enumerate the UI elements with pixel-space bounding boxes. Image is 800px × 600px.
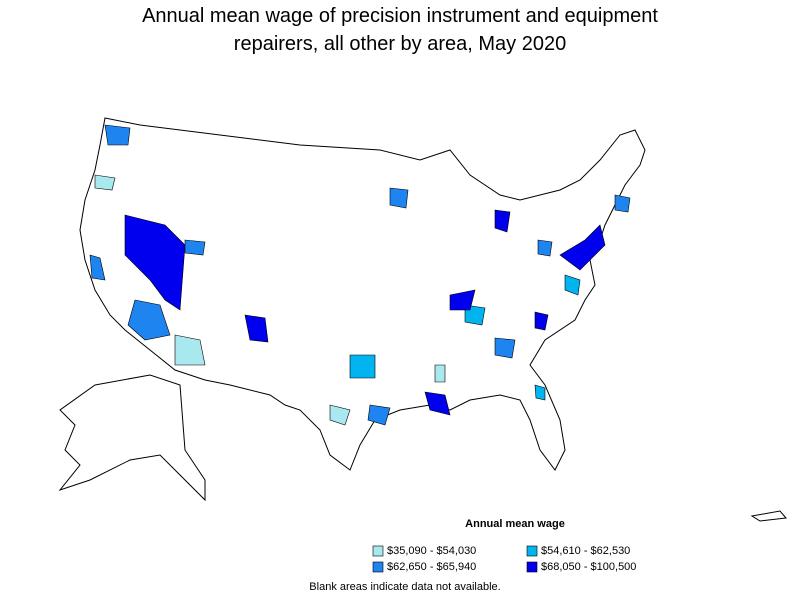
region <box>174 334 206 366</box>
legend-title: Annual mean wage <box>465 518 565 530</box>
region <box>127 299 171 341</box>
region <box>89 254 106 281</box>
region <box>494 209 511 233</box>
region <box>329 404 351 426</box>
region <box>349 354 376 379</box>
legend-label: $62,650 - $65,940 <box>387 561 476 573</box>
region <box>104 124 131 146</box>
region <box>537 239 553 257</box>
region <box>534 311 549 331</box>
region <box>614 194 631 213</box>
region <box>424 391 451 416</box>
legend-label: $35,090 - $54,030 <box>387 545 476 557</box>
region <box>434 364 446 383</box>
region <box>559 224 606 271</box>
region <box>244 314 269 343</box>
puerto-rico <box>750 510 787 522</box>
legend-label: $68,050 - $100,500 <box>541 561 636 573</box>
region <box>94 174 116 191</box>
continental-us <box>79 117 646 471</box>
region <box>449 289 476 311</box>
region <box>494 337 516 359</box>
region <box>534 384 546 401</box>
legend-swatch <box>372 545 384 557</box>
title-line: Annual mean wage of precision instrument… <box>142 5 658 27</box>
alaska <box>58 374 206 502</box>
map <box>58 117 787 522</box>
title-line: repairers, all other by area, May 2020 <box>234 33 566 55</box>
legend: $35,090 - $54,030 $54,610 - $62,530 $62,65… <box>372 545 636 573</box>
region <box>367 404 391 426</box>
note: Blank areas indicate data not available. <box>309 581 500 593</box>
legend-label: $54,610 - $62,530 <box>541 545 630 557</box>
region <box>124 214 186 311</box>
legend-swatch <box>526 545 538 557</box>
legend-swatch <box>526 561 538 573</box>
legend-swatch <box>372 561 384 573</box>
region <box>184 239 206 256</box>
region <box>564 274 581 296</box>
region <box>389 187 409 209</box>
